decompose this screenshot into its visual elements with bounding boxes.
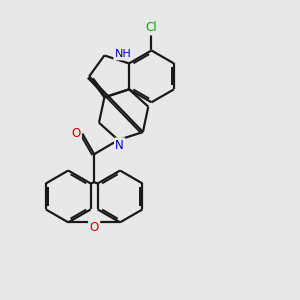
Text: NH: NH [115, 49, 131, 59]
Text: Cl: Cl [146, 21, 157, 34]
Text: O: O [89, 221, 99, 234]
Text: N: N [116, 139, 124, 152]
Text: O: O [71, 127, 80, 140]
